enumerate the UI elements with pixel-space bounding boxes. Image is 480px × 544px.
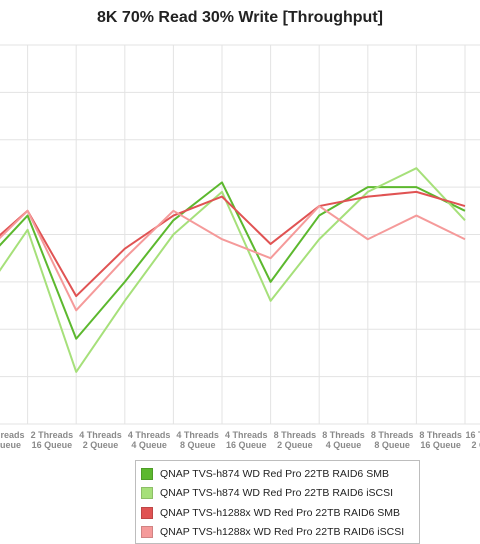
legend-item[interactable]: QNAP TVS-h874 WD Red Pro 22TB RAID6 iSCS… (141, 484, 414, 504)
grid-lines (0, 44, 480, 425)
x-tick-label: 8 Threads 2 Queue (274, 430, 317, 450)
series-line-2[interactable] (0, 190, 466, 298)
x-tick-label: 8 Threads 16 Queue (419, 430, 462, 450)
series-lines (0, 167, 466, 373)
legend-label: QNAP TVS-h874 WD Red Pro 22TB RAID6 SMB (160, 467, 389, 480)
x-tick-label: 8 Threads 4 Queue (322, 430, 365, 450)
series-line-1[interactable] (0, 167, 466, 373)
x-tick-label: 4 Threads 8 Queue (176, 430, 219, 450)
x-tick-label: 4 Threads 2 Queue (79, 430, 122, 450)
legend-item[interactable]: QNAP TVS-h1288x WD Red Pro 22TB RAID6 SM… (141, 503, 414, 523)
legend-item[interactable]: QNAP TVS-h874 WD Red Pro 22TB RAID6 SMB (141, 464, 414, 484)
legend: QNAP TVS-h874 WD Red Pro 22TB RAID6 SMB … (135, 460, 420, 544)
legend-swatch-iscsi-h874 (141, 487, 153, 500)
legend-swatch-smb-h1288x (141, 506, 153, 519)
legend-label: QNAP TVS-h874 WD Red Pro 22TB RAID6 iSCS… (160, 487, 394, 500)
x-tick-label: 8 Threads 8 Queue (371, 430, 414, 450)
series-line-3[interactable] (0, 205, 466, 312)
legend-swatch-smb-h874 (141, 467, 153, 480)
x-tick-label: 4 Threads 4 Queue (128, 430, 171, 450)
legend-label: QNAP TVS-h1288x WD Red Pro 22TB RAID6 iS… (160, 526, 405, 539)
series-line-0[interactable] (0, 181, 466, 340)
legend-item[interactable]: QNAP TVS-h1288x WD Red Pro 22TB RAID6 iS… (141, 523, 414, 543)
x-tick-label: 2 Threads 16 Queue (31, 430, 74, 450)
chart-title: 8K 70% Read 30% Write [Throughput] (97, 9, 383, 26)
x-tick-label: 4 Threads 16 Queue (225, 430, 268, 450)
legend-label: QNAP TVS-h1288x WD Red Pro 22TB RAID6 SM… (160, 506, 401, 519)
legend-swatch-iscsi-h1288x (141, 526, 153, 539)
